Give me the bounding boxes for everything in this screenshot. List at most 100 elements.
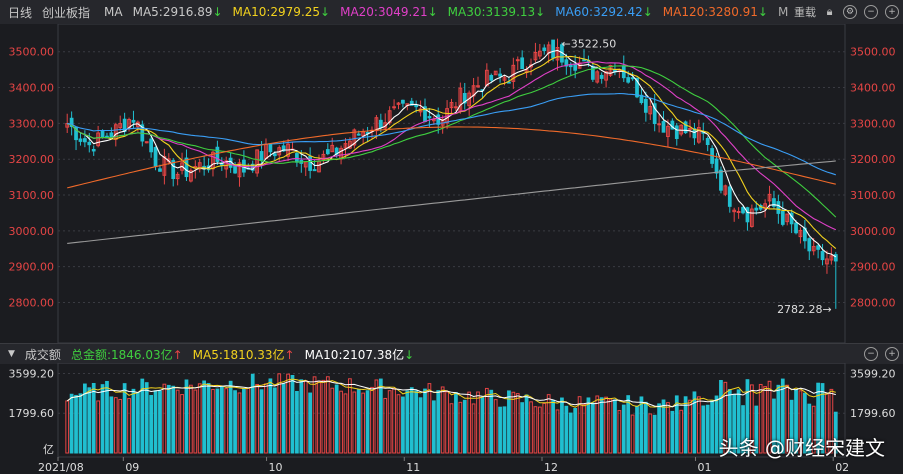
y-tick-label-right: 2800.00 bbox=[850, 297, 896, 310]
volume-bar bbox=[714, 395, 719, 454]
collapse-icon[interactable]: ▼ bbox=[8, 349, 15, 359]
candle-body bbox=[409, 100, 414, 106]
y-tick-label-left: 3400.00 bbox=[9, 82, 55, 95]
candle-body bbox=[158, 168, 162, 172]
volume-bar bbox=[343, 393, 348, 454]
volume-bar bbox=[524, 394, 529, 454]
volume-bar bbox=[807, 403, 812, 454]
x-tick-label: 09 bbox=[125, 461, 139, 474]
volume-bar bbox=[701, 405, 706, 454]
volume-bar bbox=[91, 382, 96, 454]
candle-body bbox=[692, 128, 697, 139]
volume-bar bbox=[489, 389, 494, 454]
volume-bar bbox=[317, 380, 321, 454]
volume-bar bbox=[431, 400, 436, 454]
volume-bar bbox=[158, 390, 162, 454]
volume-chart[interactable]: 3599.20 3599.20 1799.60 1799.60 亿 2021/08 09 10… bbox=[0, 363, 903, 474]
volume-bar bbox=[361, 392, 366, 454]
minus-icon[interactable]: − bbox=[864, 347, 878, 361]
candle-body bbox=[829, 255, 834, 261]
settings-icon[interactable]: ⚙ bbox=[843, 5, 857, 19]
ma-label[interactable]: MA bbox=[104, 5, 123, 19]
x-tick-label: 02 bbox=[835, 461, 849, 474]
y-tick-label-left: 2800.00 bbox=[9, 297, 55, 310]
y-tick-label-left: 3300.00 bbox=[9, 117, 55, 130]
ma30-line bbox=[67, 65, 837, 218]
candle-body bbox=[462, 92, 467, 104]
volume-bar bbox=[630, 414, 635, 454]
candle-body bbox=[674, 125, 679, 139]
volume-bar bbox=[396, 394, 401, 454]
volume-bar bbox=[69, 393, 74, 454]
candle-body bbox=[732, 209, 737, 213]
price-chart[interactable]: 3500.00 3500.00 3400.00 3400.00 3300.00 3300.… bbox=[0, 24, 903, 367]
volume-bar bbox=[577, 396, 582, 454]
y-tick-label-right: 3400.00 bbox=[850, 82, 896, 95]
volume-bar bbox=[122, 383, 127, 454]
volume-bar bbox=[242, 388, 246, 454]
volume-bar bbox=[136, 392, 140, 454]
index-name: 创业板指 bbox=[42, 5, 91, 20]
volume-bar bbox=[502, 406, 507, 454]
y-tick-label-left: 3500.00 bbox=[9, 46, 55, 59]
x-tick-label: 11 bbox=[406, 461, 420, 474]
volume-bar bbox=[595, 395, 600, 454]
volume-bar bbox=[657, 403, 661, 454]
volume-bar bbox=[555, 409, 560, 454]
volume-total: 总金额:1846.03亿↑ bbox=[70, 347, 183, 362]
volume-bar bbox=[303, 380, 308, 454]
plus-icon[interactable]: + bbox=[885, 5, 899, 19]
candle-body bbox=[308, 155, 313, 171]
volume-bar bbox=[113, 397, 118, 454]
volume-bar bbox=[582, 404, 586, 454]
volume-bar bbox=[189, 384, 193, 454]
volume-bar bbox=[484, 387, 489, 454]
candle-body bbox=[657, 123, 661, 126]
candle-body bbox=[237, 162, 242, 178]
volume-bar bbox=[387, 390, 392, 454]
candle-body bbox=[696, 127, 701, 143]
volume-bar bbox=[833, 411, 838, 454]
volume-unit: 亿 bbox=[43, 443, 54, 456]
volume-bar bbox=[356, 389, 361, 454]
candle-body bbox=[727, 186, 732, 207]
candle-body bbox=[745, 207, 750, 223]
candle-body bbox=[343, 143, 348, 149]
volume-bar bbox=[184, 379, 189, 454]
x-tick-label: 12 bbox=[544, 461, 558, 474]
volume-bar bbox=[745, 379, 750, 454]
volume-tick-right: 1799.60 bbox=[850, 407, 896, 420]
volume-bar bbox=[688, 399, 692, 454]
volume-bar bbox=[498, 406, 502, 454]
plus-icon[interactable]: + bbox=[885, 347, 899, 361]
lock-icon[interactable]: 🔒︎ bbox=[826, 5, 833, 18]
volume-bar bbox=[696, 396, 701, 454]
candle-body bbox=[118, 123, 123, 129]
volume-bar bbox=[308, 392, 313, 454]
candle-body bbox=[763, 203, 767, 210]
volume-bar bbox=[776, 384, 781, 454]
candle-body bbox=[215, 146, 220, 162]
volume-ma10: MA10:2107.38亿↓ bbox=[304, 347, 415, 362]
volume-bar bbox=[798, 390, 803, 454]
period-label[interactable]: 日线 bbox=[8, 5, 33, 20]
volume-bar bbox=[409, 387, 414, 454]
candle-body bbox=[259, 151, 264, 161]
minus-icon[interactable]: − bbox=[864, 5, 878, 19]
volume-bar bbox=[723, 381, 728, 454]
candle-body bbox=[568, 64, 573, 68]
volume-bar bbox=[789, 399, 794, 454]
volume-bar bbox=[679, 409, 684, 454]
candle-body bbox=[392, 106, 396, 109]
candle-body bbox=[794, 222, 798, 234]
candle-body bbox=[736, 210, 741, 213]
candle-body bbox=[741, 206, 745, 214]
reweight-button[interactable]: 重载 bbox=[794, 6, 816, 19]
volume-bar bbox=[767, 380, 772, 454]
y-tick-label-left: 3100.00 bbox=[9, 189, 55, 202]
candle-body bbox=[197, 162, 202, 170]
volume-bar bbox=[803, 392, 807, 454]
volume-bar bbox=[573, 408, 578, 454]
candle-body bbox=[387, 110, 392, 124]
candle-body bbox=[233, 165, 237, 174]
